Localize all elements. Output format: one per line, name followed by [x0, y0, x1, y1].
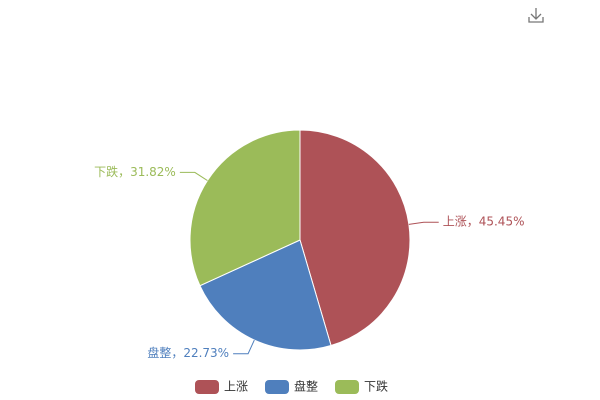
- label-line: [408, 221, 439, 225]
- data-label: 盘整，22.73%: [147, 345, 229, 360]
- download-button[interactable]: [528, 8, 544, 23]
- label-line: [233, 339, 255, 355]
- legend-swatch: [195, 380, 219, 394]
- legend-label: 下跌: [364, 379, 388, 394]
- pie-slice: [189, 129, 301, 287]
- legend-swatch: [265, 380, 289, 394]
- pie-slice: [199, 239, 332, 351]
- legend-swatch: [335, 380, 359, 394]
- data-label: 上涨，45.45%: [443, 214, 525, 229]
- label-line: [179, 171, 208, 181]
- data-label: 下跌，31.82%: [94, 164, 176, 179]
- pie-slice: [299, 129, 411, 347]
- legend-label: 盘整: [294, 379, 318, 394]
- legend-label: 上涨: [224, 379, 248, 394]
